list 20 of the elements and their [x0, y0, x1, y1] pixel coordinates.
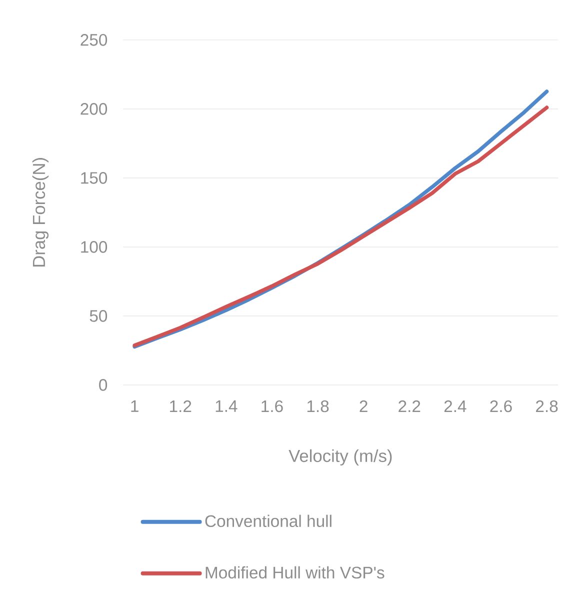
legend-label: Conventional hull [205, 514, 332, 528]
y-tick-label: 50 [90, 310, 108, 322]
x-tick-label: 1.4 [216, 400, 238, 412]
x-tick-label: 2.6 [490, 400, 512, 412]
x-axis-title: Velocity (m/s) [288, 449, 392, 466]
y-tick-label: 0 [99, 379, 108, 391]
legend-label: Modified Hull with VSP's [206, 566, 384, 579]
y-tick-label: 150 [81, 172, 108, 184]
x-tick-label: 1.8 [307, 400, 329, 412]
y-tick-label: 250 [80, 34, 108, 46]
x-tick-label: 2.4 [444, 400, 466, 412]
x-tick-label: 1.6 [262, 400, 283, 412]
y-axis-title: Drag Force(N) [32, 158, 49, 266]
x-tick-label: 1 [131, 400, 138, 412]
y-tick-label: 200 [80, 103, 108, 115]
y-tick-label: 100 [81, 241, 108, 253]
x-tick-label: 2.2 [398, 400, 420, 412]
x-tick-label: 2 [360, 400, 368, 412]
x-tick-label: 1.2 [170, 400, 192, 412]
x-tick-label: 2.8 [536, 400, 558, 412]
